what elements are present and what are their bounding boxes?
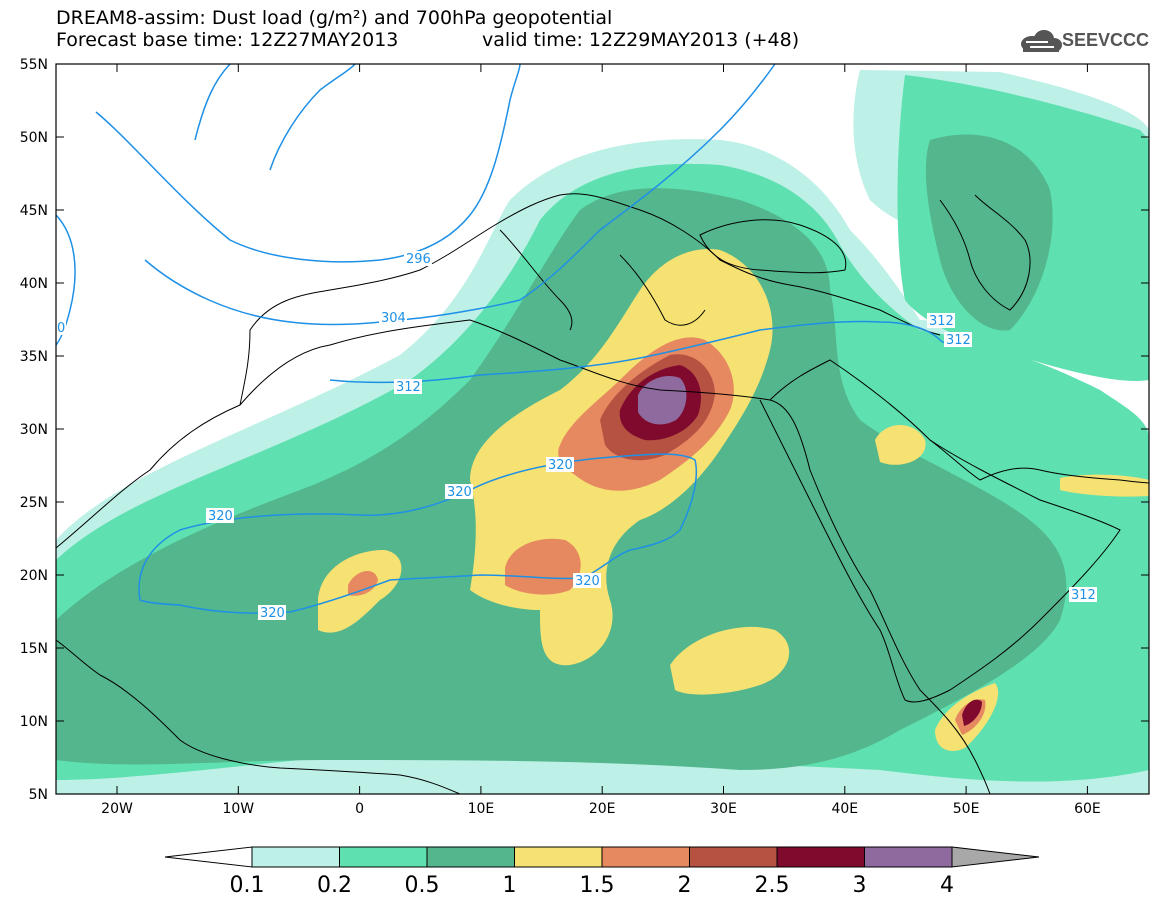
colorbar <box>164 846 1040 868</box>
lon-tick-label: 40E <box>831 801 858 817</box>
lat-tick-label: 15N <box>20 641 48 657</box>
colorbar-level-label: 0.2 <box>317 873 352 898</box>
contour-label: 312 <box>946 333 971 348</box>
contour-label: 312 <box>1071 588 1096 603</box>
lat-tick-label: 35N <box>20 349 48 365</box>
contour-label: 320 <box>575 574 600 589</box>
latitude-axis: 55N 50N 45N 40N 35N 30N 25N 20N 15N 10N 5N <box>20 57 1149 803</box>
colorbar-level-label: 1 <box>502 873 517 898</box>
colorbar-under-arrow <box>164 846 253 868</box>
colorbar-over-arrow <box>951 846 1040 868</box>
coastline-europe <box>239 193 941 406</box>
lon-tick-label: 20W <box>101 801 133 817</box>
contour-label: 320 <box>447 485 472 500</box>
colorbar-level-label: 4 <box>940 873 954 898</box>
contour-line <box>95 64 521 263</box>
colorbar-swatch <box>689 846 778 868</box>
longitude-axis: 20W 10W 0 10E 20E 30E 40E 50E 60E <box>101 64 1101 817</box>
lat-tick-label: 45N <box>20 203 48 219</box>
coastline-red-sea <box>759 399 906 701</box>
colorbar-level-label: 0.5 <box>404 873 440 898</box>
dust-level-1-5 <box>505 538 581 595</box>
lon-tick-label: 20E <box>589 801 616 817</box>
coastline-arabia <box>769 359 1121 703</box>
contour-labels: 296 304 312 320 320 320 320 320 312 312 … <box>56 251 1097 621</box>
contour-line <box>138 453 698 614</box>
contour-label: 296 <box>406 252 431 267</box>
colorbar-swatch <box>514 846 603 868</box>
coastline-black-sea <box>699 219 847 274</box>
colorbar-swatch <box>426 846 515 868</box>
colorbar-level-label: 1.5 <box>579 873 615 898</box>
contour-line <box>269 64 356 171</box>
colorbar-level-label: 2.5 <box>754 873 790 898</box>
coastline-nw-africa <box>56 319 991 794</box>
coastline-west-africa <box>56 639 461 794</box>
contour-label: 312 <box>396 380 421 395</box>
dust-level-1 <box>875 425 926 465</box>
contour-label: 320 <box>208 509 233 524</box>
colorbar-swatch <box>339 846 428 868</box>
coastline-caspian <box>939 194 1031 311</box>
lon-tick-label: 30E <box>710 801 737 817</box>
contour-line <box>194 64 231 141</box>
lon-tick-label: 10W <box>222 801 254 817</box>
lat-tick-label: 55N <box>20 57 48 73</box>
contour-label: 0 <box>57 321 65 336</box>
dust-level-1 <box>1060 474 1149 497</box>
coastline-persian-gulf <box>929 439 1041 481</box>
coastline-italy <box>499 229 573 331</box>
lat-tick-label: 25N <box>20 495 48 511</box>
dust-level-1-5 <box>348 570 378 596</box>
colorbar-swatch <box>864 846 953 868</box>
coastline-iran <box>1039 469 1149 484</box>
dust-shading <box>56 70 1149 794</box>
colorbar-swatch <box>601 846 690 868</box>
dust-level-1 <box>670 626 790 695</box>
colorbar-level-label: 3 <box>852 873 867 898</box>
lat-tick-label: 30N <box>20 422 48 438</box>
dust-level-2-5 <box>962 699 982 726</box>
lon-tick-label: 60E <box>1074 801 1101 817</box>
colorbar-swatch <box>251 846 340 868</box>
contour-label: 320 <box>260 606 285 621</box>
cloud-logo-icon <box>1021 30 1062 52</box>
lat-tick-label: 5N <box>29 787 48 803</box>
contour-line <box>329 320 961 384</box>
lat-tick-label: 50N <box>20 130 48 146</box>
lat-tick-label: 20N <box>20 568 48 584</box>
coastline-greece <box>619 254 706 326</box>
lat-tick-label: 10N <box>20 714 48 730</box>
coastlines <box>56 193 1149 794</box>
dust-level-0-5 <box>925 134 1053 331</box>
logo-text: SEEVCCC <box>1062 30 1150 50</box>
map-title: DREAM8-assim: Dust load (g/m²) and 700hP… <box>56 7 613 29</box>
contour-line <box>56 214 76 346</box>
contour-label: 312 <box>929 314 954 329</box>
valid-time: valid time: 12Z29MAY2013 (+48) <box>482 29 800 51</box>
lon-tick-label: 50E <box>953 801 980 817</box>
lat-tick-label: 40N <box>20 276 48 292</box>
lon-tick-label: 0 <box>355 801 364 817</box>
contour-line <box>144 64 776 326</box>
lon-tick-label: 10E <box>468 801 495 817</box>
colorbar-level-label: 2 <box>677 873 692 898</box>
colorbar-swatch <box>776 846 865 868</box>
contour-label: 320 <box>548 458 573 473</box>
colorbar-level-label: 0.1 <box>229 873 265 898</box>
contour-label: 304 <box>381 311 406 326</box>
forecast-base-time: Forecast base time: 12Z27MAY2013 <box>56 29 399 51</box>
